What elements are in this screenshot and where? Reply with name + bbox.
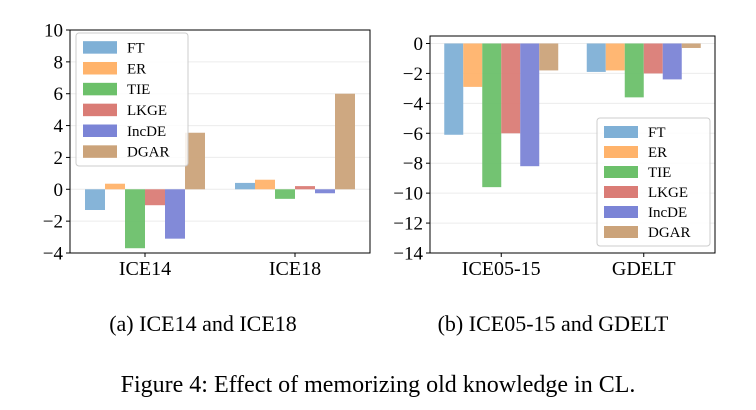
bar-er-gdelt — [605, 43, 625, 71]
chart-a-caption: (a) ICE14 and ICE18 — [109, 311, 297, 336]
legend-label-er: ER — [127, 61, 146, 77]
y-tick-label: 0 — [54, 180, 64, 201]
legend-label-lkge: LKGE — [648, 185, 688, 201]
bar-er-ice14 — [105, 183, 125, 190]
bar-dgar-ice05-15 — [539, 43, 559, 71]
bar-ft-ice14 — [85, 189, 105, 210]
figure-caption: Figure 4: Effect of memorizing old knowl… — [121, 372, 636, 398]
legend-swatch-tie — [83, 82, 117, 96]
y-tick-label: 4 — [54, 116, 64, 137]
y-tick-label: −2 — [43, 212, 63, 233]
bar-lkge-ice18 — [295, 186, 315, 190]
y-tick-label: 2 — [54, 148, 64, 169]
bar-ft-ice05-15 — [444, 43, 464, 135]
legend-swatch-ft — [604, 126, 638, 138]
legend-label-er: ER — [648, 145, 667, 161]
legend-swatch-incde — [604, 206, 638, 218]
legend: FT ER TIE LKGE IncDE DGAR — [75, 32, 189, 167]
bar-dgar-ice14 — [185, 132, 205, 190]
chart-a: −4 −2 0 2 4 6 8 10 ICE14 ICE18 FT ER TIE LKGE IncDE DGA… — [43, 21, 371, 280]
y-tick-label: −6 — [403, 124, 423, 145]
legend-swatch-dgar — [604, 226, 638, 238]
chart-b: −14 −12 −10 −8 −6 −4 −2 0 ICE05-15 GDELT FT ER TIE LK… — [393, 34, 716, 280]
y-tick-label: −2 — [403, 64, 423, 85]
bar-ft-gdelt — [586, 43, 606, 72]
legend-label-incde: IncDE — [648, 205, 687, 221]
bar-tie-ice05-15 — [482, 43, 502, 188]
y-tick-label: −14 — [393, 244, 423, 265]
x-tick-label: ICE18 — [269, 258, 321, 280]
legend-label-ft: FT — [648, 125, 666, 141]
y-tick-label: 10 — [44, 21, 63, 42]
y-tick-label: 8 — [54, 52, 64, 73]
plot-frame — [69, 29, 371, 254]
bar-ft-ice18 — [235, 182, 255, 190]
legend-swatch-incde — [83, 124, 117, 137]
y-tick-label: −4 — [43, 244, 64, 265]
legend-swatch-ft — [83, 41, 117, 54]
bar-er-ice18 — [255, 179, 275, 190]
y-tick-label: 0 — [414, 34, 424, 55]
legend-swatch-er — [83, 62, 117, 75]
bar-lkge-gdelt — [643, 43, 663, 74]
bar-tie-ice14 — [125, 189, 145, 249]
y-tick-label: −4 — [403, 94, 424, 115]
chart-b-caption: (b) ICE05-15 and GDELT — [438, 311, 669, 336]
legend-label-dgar: DGAR — [648, 225, 691, 241]
bar-lkge-ice14 — [145, 189, 165, 206]
x-tick-label: ICE14 — [119, 258, 171, 280]
x-tick-label: ICE05-15 — [462, 258, 541, 280]
legend-label-lkge: LKGE — [127, 103, 167, 119]
y-tick-label: 6 — [54, 84, 64, 105]
legend-swatch-lkge — [83, 103, 117, 117]
bar-er-ice05-15 — [463, 43, 483, 87]
plot-frame — [429, 35, 716, 254]
legend-label-dgar: DGAR — [127, 145, 170, 161]
legend-swatch-lkge — [604, 186, 638, 198]
x-tick-label: GDELT — [612, 258, 676, 280]
legend: FT ER TIE LKGE IncDE DGAR — [596, 117, 711, 247]
y-tick-label: −8 — [403, 154, 423, 175]
bar-incde-gdelt — [662, 43, 682, 80]
legend-label-tie: TIE — [127, 82, 150, 98]
y-tick-label: −10 — [393, 184, 423, 205]
bar-tie-ice18 — [275, 189, 295, 199]
bar-incde-ice14 — [165, 189, 185, 239]
legend-label-tie: TIE — [648, 165, 671, 181]
bar-tie-gdelt — [624, 43, 644, 98]
bar-dgar-gdelt — [681, 43, 701, 48]
y-tick-label: −12 — [393, 214, 423, 235]
legend-label-ft: FT — [127, 40, 145, 56]
legend-swatch-er — [604, 146, 638, 158]
legend-label-incde: IncDE — [127, 124, 166, 140]
legend-swatch-dgar — [83, 145, 117, 158]
bar-incde-ice05-15 — [520, 43, 540, 167]
bar-dgar-ice18 — [335, 93, 355, 190]
bar-lkge-ice05-15 — [501, 43, 521, 134]
legend-swatch-tie — [604, 166, 638, 178]
bar-incde-ice18 — [315, 189, 335, 194]
